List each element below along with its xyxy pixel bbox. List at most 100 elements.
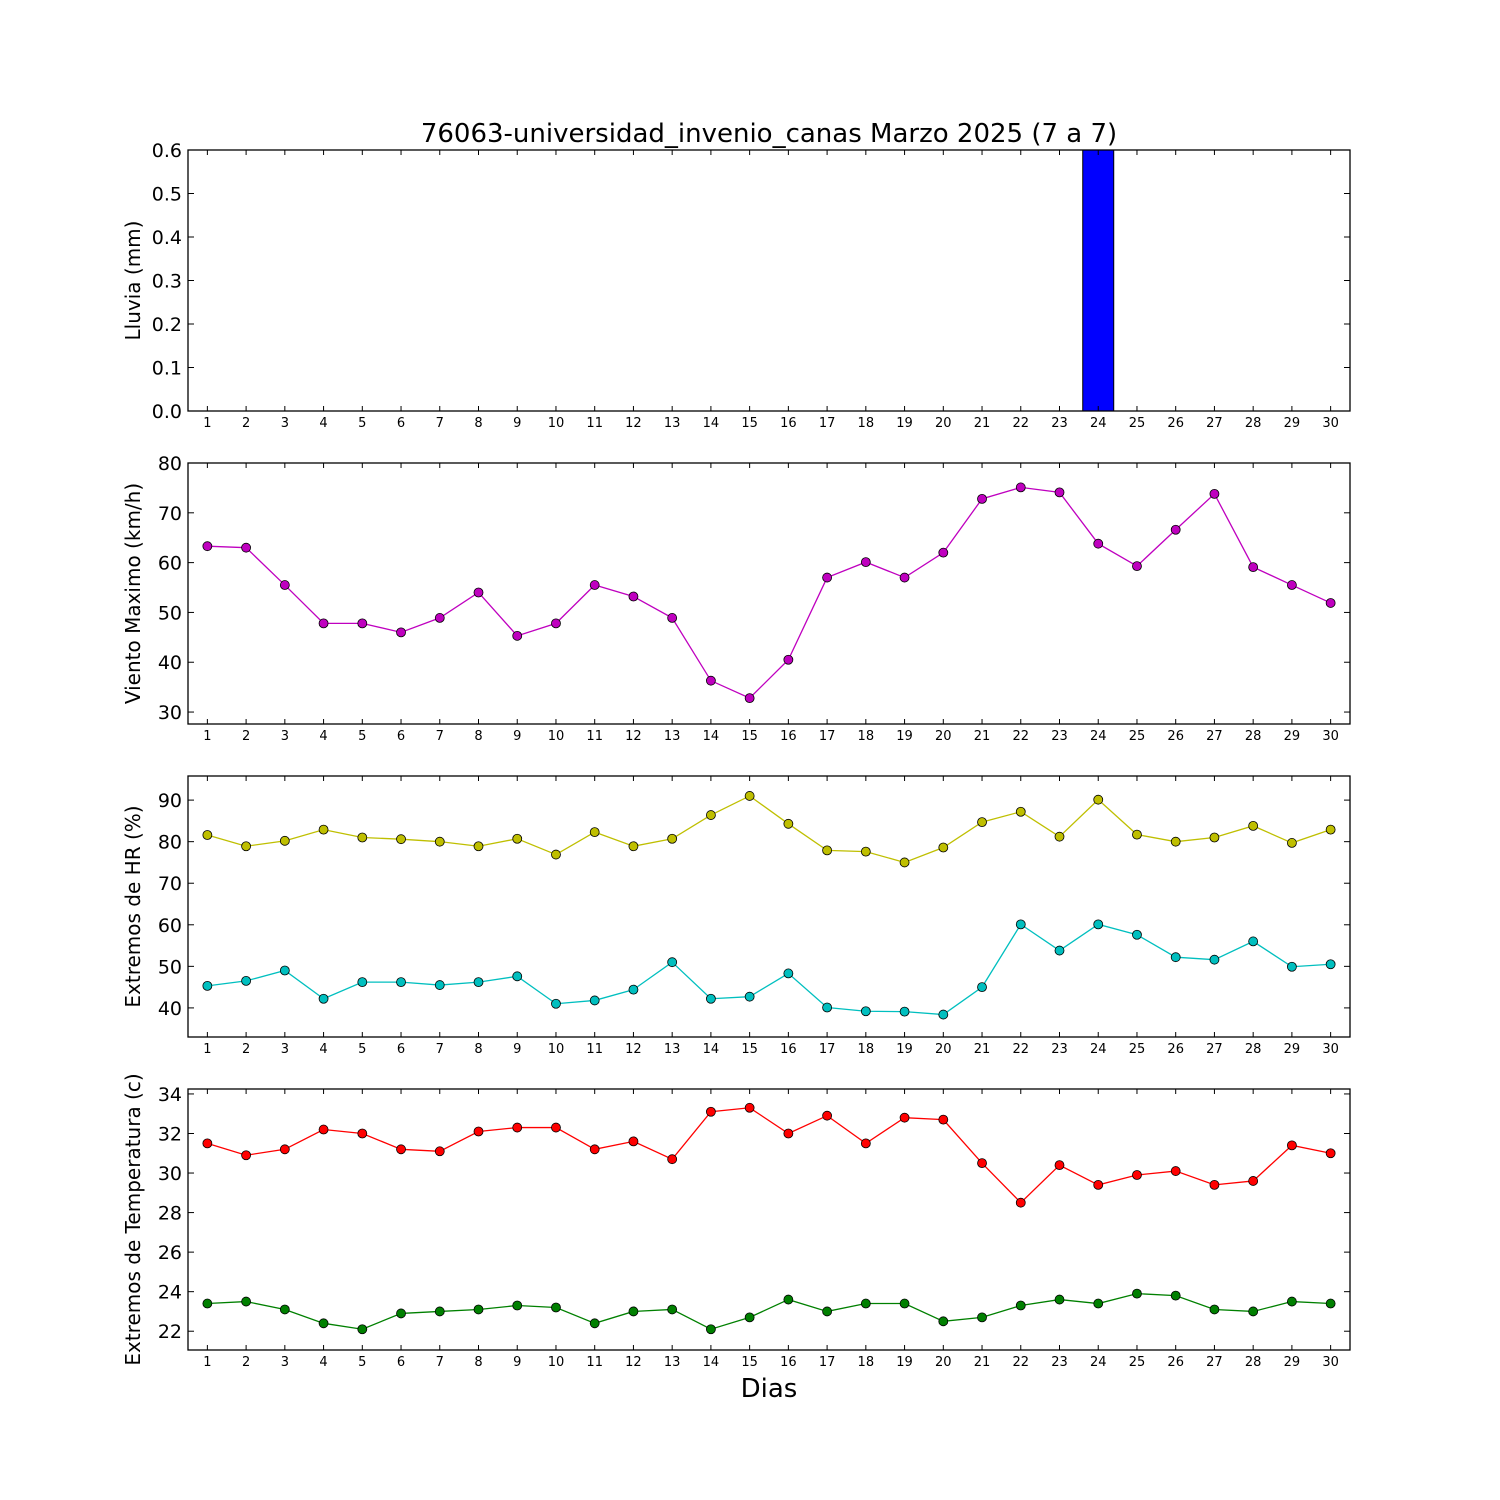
temperature-series-2-point-day-29 [1287,1296,1297,1307]
temperature-series-2-point-day-21 [977,1312,987,1323]
temperature-xtick-label: 6 [397,1355,405,1370]
rain-xtick-label: 19 [896,416,913,431]
humidity-series-1-point-day-3 [279,835,290,846]
humidity-series-2-point-day-26 [1170,952,1181,963]
temperature-series-1-point-day-10 [551,1122,561,1133]
rain-xtick-label: 16 [780,416,797,431]
wind-series-1-point-day-17 [822,572,832,583]
temperature-xtick-label: 26 [1167,1355,1184,1370]
wind-xtick-label: 12 [625,729,642,744]
temperature-xtick-label: 22 [1012,1355,1029,1370]
wind-series-1-point-day-9 [512,630,523,641]
wind-series-1-point-day-26 [1170,524,1181,535]
temperature-series-2-point-day-14 [706,1324,716,1335]
wind-series-1-point-day-8 [473,587,484,598]
wind-xtick-label: 11 [586,729,603,744]
humidity-xtick-label: 23 [1051,1042,1068,1057]
wind-series-1-point-day-20 [938,547,949,558]
humidity-series-1-point-day-1 [202,830,213,840]
temperature-series-1-point-day-18 [860,1138,871,1149]
temperature-series-2-point-day-17 [822,1306,832,1317]
wind-xtick-label: 21 [974,729,991,744]
temperature-xtick-label: 13 [664,1355,681,1370]
wind-ytick-label: 60 [158,553,182,575]
wind-xtick-label: 14 [703,729,720,744]
wind-ytick-label: 80 [158,453,182,475]
humidity-series-2-point-day-20 [938,1009,949,1020]
temperature-series-1-point-day-27 [1209,1179,1220,1190]
wind-xtick-label: 24 [1090,729,1107,744]
humidity-ytick-label: 70 [158,873,182,895]
wind-xtick-label: 20 [935,729,952,744]
humidity-series-2-point-day-22 [1015,919,1026,930]
rain-xtick-label: 14 [703,416,720,431]
humidity-series-2-point-day-7 [434,980,445,990]
humidity-series-2-point-day-13 [667,957,678,968]
wind-series-1-point-day-5 [357,618,368,629]
temperature-y-axis-label: Extremos de Temperatura (c) [121,1073,145,1365]
wind-series-1-point-day-23 [1054,487,1065,498]
humidity-series-2-point-day-29 [1287,961,1297,972]
humidity-xtick-label: 17 [819,1042,836,1057]
wind-series-1-point-day-29 [1287,580,1297,590]
rain-xtick-label: 17 [819,416,836,431]
humidity-ytick-label: 40 [158,998,182,1020]
rain-xtick-label: 3 [281,416,289,431]
humidity-series-1-point-day-30 [1325,824,1336,835]
rain-ytick-label: 0.4 [152,227,182,249]
temperature-series-2-point-day-20 [938,1316,949,1327]
humidity-series-1-point-day-4 [318,824,329,835]
rain-xtick-label: 27 [1206,416,1223,431]
wind-series-1-point-day-30 [1325,598,1336,608]
humidity-series-1-point-day-25 [1132,829,1142,840]
rain-xtick-label: 23 [1051,416,1068,431]
rain-xtick-label: 20 [935,416,952,431]
humidity-xtick-label: 29 [1284,1042,1301,1057]
temperature-xtick-label: 16 [780,1355,797,1370]
temperature-series-1-point-day-17 [822,1110,832,1121]
wind-series-1-point-day-25 [1132,561,1142,572]
rain-xtick-label: 1 [203,416,211,431]
humidity-series-1-point-day-27 [1209,832,1220,843]
wind-series-1-point-day-14 [706,675,716,686]
wind-ytick-label: 40 [158,652,182,674]
humidity-xtick-label: 5 [358,1042,366,1057]
wind-series-1-point-day-10 [551,618,561,629]
humidity-y-axis-label: Extremos de HR (%) [121,805,145,1007]
temperature-series-1-point-day-9 [512,1122,523,1133]
humidity-ytick-label: 80 [158,832,182,854]
temperature-series-2-point-day-1 [202,1298,213,1309]
temperature-series-2-point-day-28 [1248,1306,1259,1317]
temperature-xtick-label: 12 [625,1355,642,1370]
humidity-xtick-label: 8 [474,1042,482,1057]
rain-xtick-label: 11 [586,416,603,431]
humidity-axes-frame [187,775,1351,1038]
humidity-xtick-label: 28 [1245,1042,1262,1057]
wind-xtick-label: 6 [397,729,405,744]
temperature-series-2-point-day-11 [589,1318,600,1329]
temperature-ytick-label: 28 [158,1203,182,1225]
humidity-series-1-point-day-2 [241,841,252,852]
temperature-series-1-point-day-26 [1170,1166,1181,1176]
temperature-xtick-label: 24 [1090,1355,1107,1370]
rain-xtick-label: 18 [858,416,875,431]
temperature-series-1-point-day-20 [938,1114,949,1125]
humidity-series-1-point-day-18 [860,846,871,857]
humidity-series-2-point-day-23 [1054,945,1065,956]
rain-ytick-label: 0.2 [152,314,182,336]
x-axis-label: Dias [741,1374,798,1404]
temperature-series-2-point-day-19 [899,1298,910,1309]
rain-xtick-label: 29 [1284,416,1301,431]
temperature-series-1-point-day-21 [977,1158,987,1169]
wind-series-1-point-day-28 [1248,562,1259,573]
humidity-ytick-label: 90 [158,790,182,812]
humidity-xtick-label: 18 [858,1042,875,1057]
humidity-series-2-point-day-11 [589,995,600,1006]
temperature-xtick-label: 7 [436,1355,444,1370]
rain-xtick-label: 25 [1129,416,1146,431]
temperature-series-2-point-day-26 [1170,1290,1181,1301]
temperature-series-2-point-day-27 [1209,1304,1220,1315]
temperature-series-1-point-day-14 [706,1106,716,1117]
rain-xtick-label: 21 [974,416,991,431]
